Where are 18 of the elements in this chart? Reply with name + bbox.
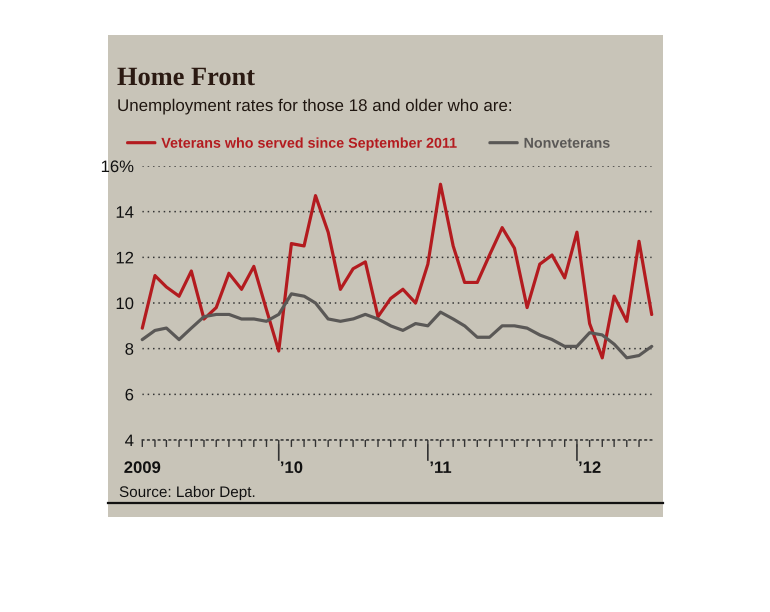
legend-label: Veterans who served since September 2011: [161, 137, 457, 151]
y-tick-label: 8: [125, 343, 134, 355]
x-tick-label: ’12: [579, 461, 601, 473]
y-tick-label: 12: [116, 252, 134, 264]
y-tick-label: 6: [126, 388, 134, 401]
y-tick-label: 14: [116, 206, 134, 218]
y-tick-label: 16%: [102, 160, 134, 172]
line-series: [140, 292, 654, 360]
line-series: [140, 182, 654, 360]
y-tick-label: 4: [125, 434, 134, 446]
y-tick-label: 10: [116, 297, 134, 310]
source-note: Source: Labor Dept.: [120, 486, 254, 500]
legend-label: Nonveterans: [524, 138, 610, 148]
chart-subtitle: Unemployment rates for those 18 and older who are:: [118, 98, 512, 115]
x-tick-label: 2009: [124, 461, 160, 474]
x-tick-label: ’11: [430, 461, 452, 473]
chart-title: Home Front: [117, 68, 255, 86]
x-tick-label: ’10: [280, 461, 302, 474]
